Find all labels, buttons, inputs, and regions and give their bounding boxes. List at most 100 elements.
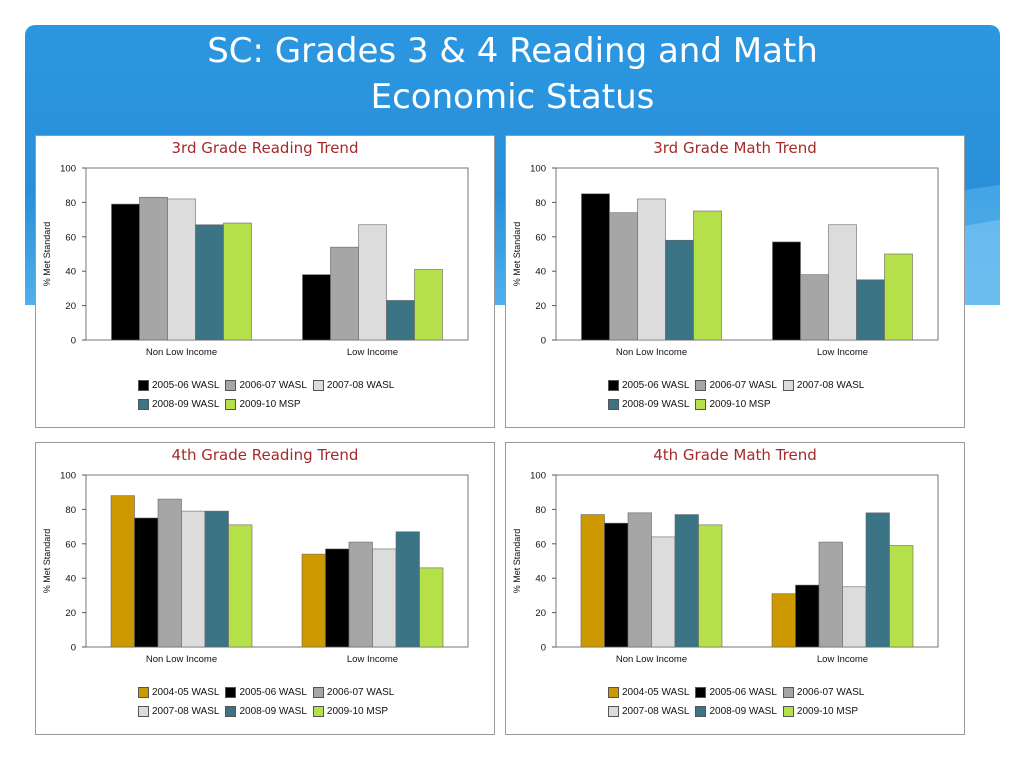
y-tick-label: 100 [530,471,546,482]
x-tick-label: Non Low Income [146,654,217,665]
y-tick-label: 80 [65,198,76,209]
y-tick-label: 60 [535,232,546,243]
bar-2006-07-wasl-non-low-income [139,196,168,341]
legend-item: 2007-08 WASL [608,706,689,717]
chart-panel-4th-math: 4th Grade Math Trend 0 20 40 60 80 100 % Met S… [505,442,965,735]
bar-2007-08-wasl-non-low-income [651,536,676,648]
slide-title: SC: Grades 3 & 4 Reading and Math Econom… [25,28,1000,120]
legend-row: 2005-06 WASL 2006-07 WASL 2007-08 WASL [138,376,478,395]
chart-panel-3rd-reading: 3rd Grade Reading Trend 0 20 40 60 80 100 % Me… [35,135,495,428]
y-tick-label: 80 [65,505,76,516]
legend-item: 2009-10 MSP [225,399,301,410]
legend-row: 2008-09 WASL 2009-10 MSP [608,395,948,414]
bar-2008-09-wasl-non-low-income [674,514,699,648]
y-tick-label: 0 [71,336,76,347]
bar-2005-06-wasl-non-low-income [111,203,140,341]
bar-2008-09-wasl-low-income [386,300,415,341]
legend-row: 2007-08 WASL 2008-09 WASL 2009-10 MSP [138,702,478,721]
y-tick-label: 60 [65,539,76,550]
legend-swatch [138,380,149,391]
bar-2008-09-wasl-low-income [856,279,885,341]
bar-2009-10-msp-non-low-income [698,524,723,648]
bar-2009-10-msp-low-income [419,567,444,648]
chart-plot: 0 20 40 60 80 100 % Met Standard Non Low Income… [42,471,469,665]
y-tick-label: 80 [535,198,546,209]
y-tick-label: 20 [65,301,76,312]
legend-item: 2008-09 WASL [608,399,689,410]
x-tick-label: Non Low Income [616,347,687,358]
bar-2007-08-wasl-non-low-income [181,510,206,648]
legend-swatch [782,687,794,698]
x-tick-label: Low Income [817,654,868,665]
legend-item: 2005-06 WASL [695,687,777,698]
slide-title-line-2: Economic Status [370,77,655,117]
bar-2006-07-wasl-non-low-income [157,498,182,648]
legend-swatch [695,380,707,391]
legend-label: 2008-09 WASL [152,399,220,410]
legend-item: 2007-08 WASL [138,706,219,717]
y-tick-label: 40 [65,267,76,278]
bar-2006-07-wasl-low-income [330,246,359,341]
bar-2009-10-msp-non-low-income [228,524,253,648]
legend-item: 2008-09 WASL [138,399,219,410]
chart-legend: 2005-06 WASL 2006-07 WASL 2007-08 WASL 2008… [608,376,948,414]
legend-item: 2004-05 WASL [608,687,689,698]
legend-swatch [312,706,324,717]
bar-2007-08-wasl-non-low-income [637,198,666,341]
y-tick-label: 0 [541,643,546,654]
legend-label: 2006-07 WASL [326,687,395,698]
slide-title-line-1: SC: Grades 3 & 4 Reading and Math [207,31,818,71]
legend-swatch [225,706,237,717]
legend-label: 2005-06 WASL [709,687,777,698]
x-tick-label: Non Low Income [616,654,687,665]
y-axis-label: % Met Standard [512,222,522,287]
legend-item: 2009-10 MSP [782,706,859,717]
chart-legend: 2004-05 WASL 2005-06 WASL 2006-07 WASL 2007… [138,683,478,721]
legend-label: 2006-07 WASL [709,380,777,391]
bar-2009-10-msp-non-low-income [223,222,252,341]
bar-2006-07-wasl-non-low-income [627,512,652,648]
bar-2005-06-wasl-non-low-income [581,193,610,341]
legend-label: 2009-10 MSP [796,706,859,717]
legend-label: 2004-05 WASL [622,687,690,698]
legend-item: 2009-10 MSP [695,399,771,410]
bar-2009-10-msp-low-income [889,545,914,648]
chart-legend: 2004-05 WASL 2005-06 WASL 2006-07 WASL 2007… [608,683,948,721]
y-axis-label: % Met Standard [512,529,522,594]
bar-2004-05-wasl-low-income [771,593,796,648]
bar-2005-06-wasl-low-income [302,274,331,341]
chart-title: 3rd Grade Math Trend [653,139,817,157]
legend-label: 2005-06 WASL [622,380,690,391]
bar-2004-05-wasl-non-low-income [580,514,605,648]
y-tick-label: 80 [535,505,546,516]
y-tick-label: 60 [535,539,546,550]
legend-item: 2006-07 WASL [225,380,307,391]
y-tick-label: 20 [535,301,546,312]
bar-2009-10-msp-low-income [884,253,913,341]
legend-item: 2007-08 WASL [782,380,864,391]
y-tick-label: 40 [535,574,546,585]
legend-row: 2004-05 WASL 2005-06 WASL 2006-07 WASL [608,683,948,702]
legend-label: 2009-10 MSP [239,399,301,410]
legend-swatch [608,380,619,391]
chart-title: 4th Grade Reading Trend [171,446,359,464]
bar-2005-06-wasl-low-income [772,241,801,341]
y-tick-label: 0 [541,336,546,347]
y-axis-label: % Met Standard [42,529,52,594]
x-tick-label: Low Income [817,347,868,358]
legend-swatch [608,706,619,717]
legend-label: 2008-09 WASL [622,399,690,410]
y-tick-label: 100 [530,164,546,175]
bar-2008-09-wasl-non-low-income [204,510,229,648]
y-tick-label: 0 [71,643,76,654]
chart-plot: 0 20 40 60 80 100 % Met Standard Non Low Income… [42,164,469,358]
legend-label: 2005-06 WASL [239,687,307,698]
legend-swatch [312,687,324,698]
bar-2006-07-wasl-non-low-income [609,212,638,341]
bar-2005-06-wasl-non-low-income [604,522,629,648]
legend-row: 2005-06 WASL 2006-07 WASL 2007-08 WASL [608,376,948,395]
y-tick-label: 60 [65,232,76,243]
legend-swatch [608,687,619,698]
legend-label: 2005-06 WASL [152,380,220,391]
bar-2007-08-wasl-non-low-income [167,198,196,341]
